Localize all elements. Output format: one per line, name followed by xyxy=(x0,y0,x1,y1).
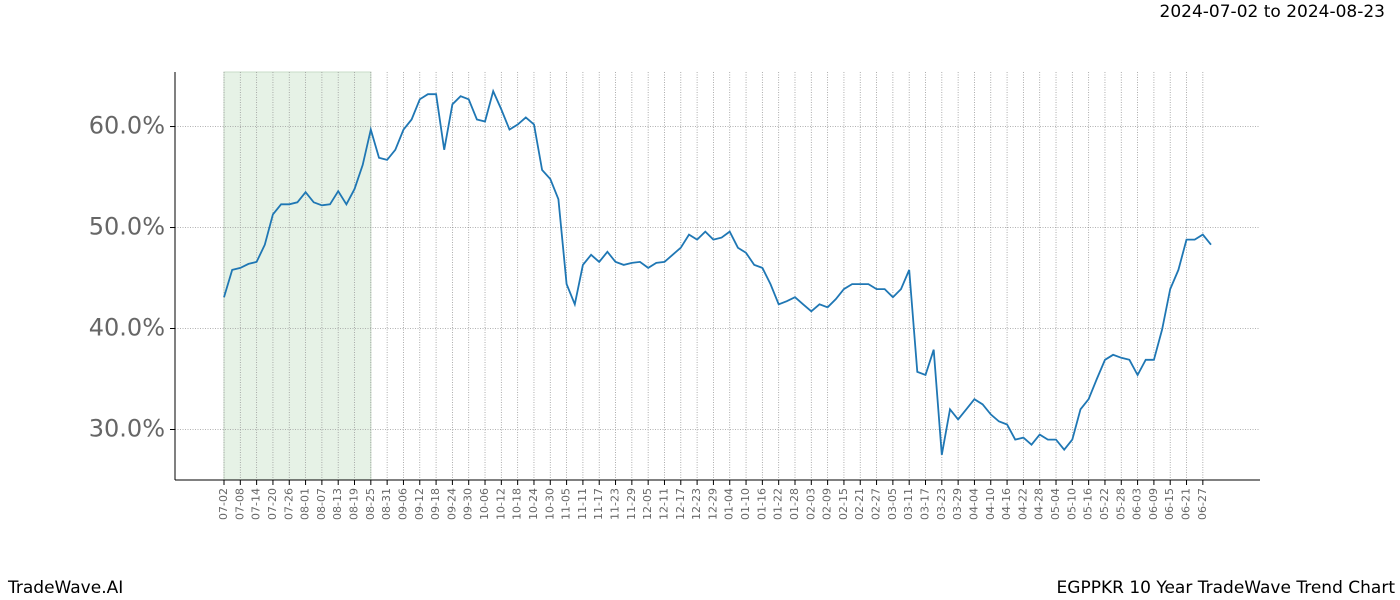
x-tick-label: 08-25 xyxy=(364,488,377,520)
x-tick-label: 02-15 xyxy=(837,488,850,520)
x-tick-label: 06-27 xyxy=(1196,488,1209,520)
x-tick-label: 08-31 xyxy=(380,488,393,520)
x-tick-label: 03-11 xyxy=(902,488,915,520)
x-tick-label: 04-16 xyxy=(1000,488,1013,520)
x-tick-label: 11-23 xyxy=(609,488,622,520)
x-tick-label: 12-17 xyxy=(674,488,687,520)
y-tick-label: 40.0% xyxy=(89,314,165,342)
x-tick-label: 11-29 xyxy=(625,488,638,520)
x-tick-label: 10-24 xyxy=(527,488,540,520)
footer-right: EGPPKR 10 Year TradeWave Trend Chart xyxy=(1057,578,1396,598)
y-tick-label: 60.0% xyxy=(89,112,165,140)
footer-left: TradeWave.AI xyxy=(7,578,123,598)
x-tick-label: 05-10 xyxy=(1065,488,1078,520)
x-tick-label: 10-06 xyxy=(478,488,491,520)
x-tick-label: 06-15 xyxy=(1163,488,1176,520)
x-tick-label: 01-22 xyxy=(772,488,785,520)
line-series xyxy=(223,88,1212,455)
x-tick-label: 11-05 xyxy=(560,488,573,520)
x-tick-label: 07-08 xyxy=(233,488,246,520)
x-tick-label: 03-29 xyxy=(951,488,964,520)
x-tick-label: 07-26 xyxy=(282,488,295,520)
x-tick-label: 11-11 xyxy=(576,488,589,520)
x-tick-label: 12-05 xyxy=(641,488,654,520)
x-tick-label: 10-12 xyxy=(494,488,507,520)
x-tick-label: 06-03 xyxy=(1131,488,1144,520)
x-tick-label: 08-13 xyxy=(331,488,344,520)
x-tick-label: 09-12 xyxy=(413,488,426,520)
x-tick-label: 10-18 xyxy=(511,488,524,520)
x-tick-label: 04-22 xyxy=(1016,488,1029,520)
x-tick-label: 12-23 xyxy=(690,488,703,520)
x-tick-label: 02-03 xyxy=(804,488,817,520)
x-tick-label: 04-10 xyxy=(984,488,997,520)
x-tick-label: 01-16 xyxy=(755,488,768,520)
x-tick-label: 10-30 xyxy=(543,488,556,520)
x-tick-label: 02-09 xyxy=(821,488,834,520)
x-tick-label: 08-01 xyxy=(299,488,312,520)
x-tick-label: 05-22 xyxy=(1098,488,1111,520)
x-tick-label: 03-17 xyxy=(919,488,932,520)
x-tick-label: 04-28 xyxy=(1033,488,1046,520)
x-tick-label: 02-21 xyxy=(853,488,866,520)
x-tick-label: 04-04 xyxy=(967,488,980,520)
x-tick-label: 03-23 xyxy=(935,488,948,520)
x-tick-label: 12-11 xyxy=(657,488,670,520)
x-tick-label: 06-21 xyxy=(1180,488,1193,520)
shaded-region xyxy=(223,71,372,481)
x-tick-label: 12-29 xyxy=(706,488,719,520)
x-tick-label: 09-18 xyxy=(429,488,442,520)
x-tick-label: 01-28 xyxy=(788,488,801,520)
x-tick-label: 07-14 xyxy=(250,488,263,520)
y-tick-label: 30.0% xyxy=(89,415,165,443)
x-tick-label: 02-27 xyxy=(870,488,883,520)
x-tick-label: 09-06 xyxy=(396,488,409,520)
y-tick-label: 50.0% xyxy=(89,213,165,241)
chart-title: 2024-07-02 to 2024-08-23 xyxy=(1160,2,1385,22)
x-tick-label: 07-02 xyxy=(217,488,230,520)
x-tick-label: 01-04 xyxy=(723,488,736,520)
x-tick-label: 09-30 xyxy=(462,488,475,520)
x-tick-label: 05-16 xyxy=(1082,488,1095,520)
x-tick-label: 07-20 xyxy=(266,488,279,520)
x-tick-label: 01-10 xyxy=(739,488,752,520)
x-tick-label: 06-09 xyxy=(1147,488,1160,520)
x-tick-label: 08-07 xyxy=(315,488,328,520)
x-tick-label: 08-19 xyxy=(348,488,361,520)
x-tick-label: 03-05 xyxy=(886,488,899,520)
x-tick-label: 05-28 xyxy=(1114,488,1127,520)
x-tick-label: 09-24 xyxy=(445,488,458,520)
x-tick-label: 05-04 xyxy=(1049,488,1062,520)
x-tick-label: 11-17 xyxy=(592,488,605,520)
